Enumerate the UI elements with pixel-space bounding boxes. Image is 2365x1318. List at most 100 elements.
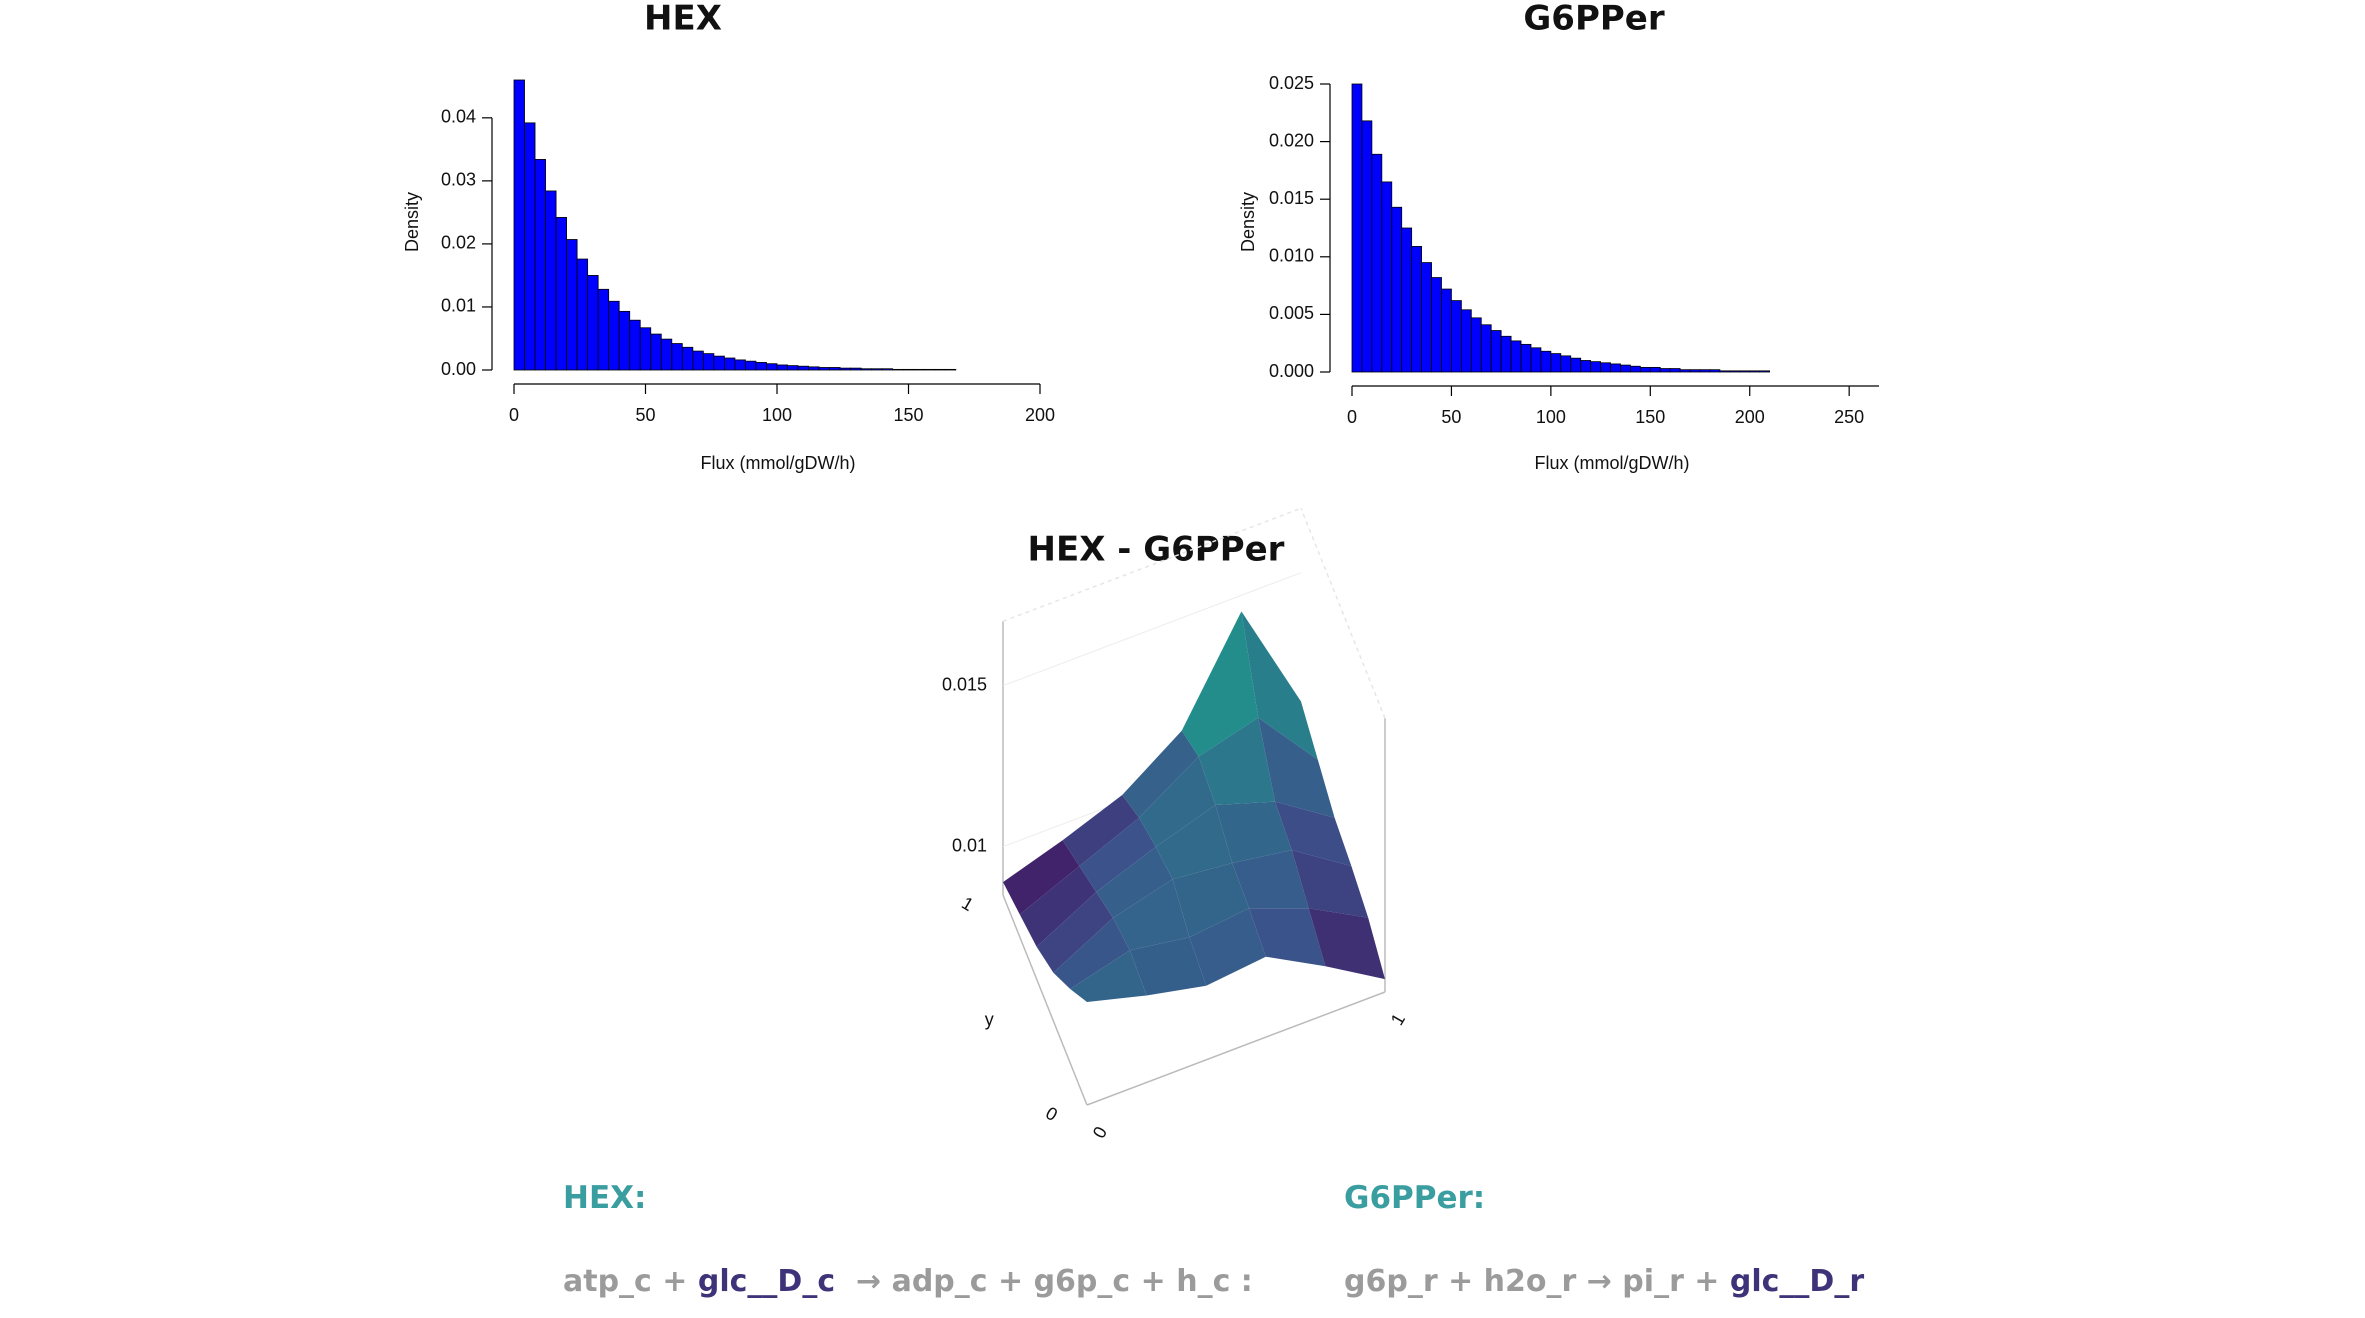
bar — [1441, 288, 1452, 373]
surface-patch — [1155, 804, 1233, 880]
bar — [1719, 370, 1731, 373]
y-tick-label: 0.025 — [1269, 73, 1314, 93]
surface-patch — [1275, 801, 1352, 867]
bar — [892, 368, 904, 371]
bar — [650, 333, 662, 371]
bar — [913, 368, 925, 371]
y-tick-label: 0 — [1042, 1103, 1061, 1125]
bar — [587, 275, 599, 371]
bar — [534, 159, 546, 371]
y-tick-label: 0.010 — [1269, 246, 1314, 266]
bar — [850, 367, 862, 371]
chart-title: HEX — [644, 0, 722, 39]
page: {"chart_data": [ {"type": "histogram", "… — [401, 0, 1879, 1299]
y-axis-label: y — [985, 1009, 994, 1029]
bar — [1600, 362, 1611, 373]
surface-patch — [1181, 611, 1259, 757]
surface-patch — [1062, 795, 1139, 867]
surface-patch — [1079, 817, 1156, 892]
y-tick-label: 0.03 — [441, 170, 476, 190]
bar — [671, 343, 683, 371]
x-tick-label: 0 — [509, 405, 519, 425]
bar — [1729, 370, 1741, 373]
bar — [639, 327, 652, 371]
bar — [1500, 335, 1512, 373]
bar — [1371, 153, 1383, 373]
y-axis-label: Density — [1238, 192, 1258, 252]
bar — [1451, 300, 1462, 373]
surface-patch — [1096, 846, 1173, 918]
x-tick-label: 150 — [893, 405, 923, 425]
y-tick-label: 0.00 — [441, 359, 476, 379]
bar — [934, 368, 946, 371]
bar — [839, 367, 852, 371]
bar — [576, 258, 589, 371]
bar — [629, 319, 641, 371]
box-edge — [1300, 508, 1386, 719]
bar — [566, 239, 578, 371]
y-tick-label: 0.000 — [1269, 361, 1314, 381]
box-edge — [1002, 507, 1302, 623]
surface-patch — [1198, 717, 1275, 805]
bar — [1699, 369, 1711, 373]
surface-patch — [1258, 717, 1335, 818]
bar — [1580, 360, 1592, 373]
bar — [797, 365, 809, 371]
surface-patch — [1308, 908, 1385, 980]
bar — [660, 338, 673, 371]
bar — [1709, 369, 1721, 373]
bar — [1630, 365, 1641, 373]
bar — [1649, 366, 1661, 373]
bar — [1679, 369, 1691, 373]
bar — [608, 300, 620, 371]
bar — [1540, 350, 1552, 373]
bar — [1669, 368, 1681, 373]
surface-patch — [1172, 863, 1249, 938]
bar — [1689, 369, 1701, 373]
surface-patch — [1019, 866, 1097, 947]
box-edge — [1002, 894, 1088, 1106]
bar — [776, 364, 788, 371]
bar — [902, 368, 915, 371]
bar — [524, 122, 536, 371]
bar — [1590, 361, 1601, 373]
surface-patch — [1139, 756, 1216, 847]
bar — [1460, 309, 1472, 373]
bar — [1411, 246, 1423, 373]
x-tick-label: 250 — [1834, 407, 1864, 427]
bar — [1361, 120, 1373, 373]
bar — [860, 368, 873, 371]
bar — [1351, 83, 1363, 373]
bar — [1659, 368, 1671, 373]
bar — [1421, 262, 1432, 373]
reaction-g6pper: G6PPer: g6p_r + h2o_r → pi_r + glc__D_r — [1344, 1142, 1864, 1318]
x-tick-label: 50 — [635, 405, 655, 425]
equation-part: glc__D_c — [697, 1264, 836, 1299]
y-tick-label: 0.015 — [1269, 188, 1314, 208]
bar — [787, 365, 799, 371]
bar — [1759, 370, 1771, 373]
surface-patch — [1249, 908, 1326, 967]
bar — [702, 353, 715, 371]
reaction-hex: HEX: atp_c + glc__D_c → adp_c + g6p_c + … — [563, 1142, 1253, 1318]
z-tick-label: 0.01 — [952, 835, 987, 855]
bar — [829, 367, 841, 371]
y-tick-label: 0.02 — [441, 233, 476, 253]
y-tick-label: 0.01 — [441, 296, 476, 316]
x-tick-label: 50 — [1441, 407, 1461, 427]
bar — [513, 79, 525, 371]
bar — [555, 217, 568, 371]
surface-patch — [1122, 730, 1199, 818]
y-tick-label: 1 — [958, 893, 977, 915]
surface-patch — [1189, 908, 1266, 986]
bar — [1381, 181, 1393, 373]
surface-patch — [1003, 840, 1080, 915]
x-axis-label: Flux (mmol/gDW/h) — [1534, 453, 1689, 473]
surface-patch — [1291, 850, 1369, 918]
reaction-name: G6PPer: — [1344, 1180, 1486, 1216]
x-tick-label: 0 — [1089, 1123, 1111, 1142]
x-tick-label: 200 — [1025, 405, 1055, 425]
x-tick-label: 1 — [1387, 1010, 1409, 1029]
bar — [766, 363, 778, 371]
